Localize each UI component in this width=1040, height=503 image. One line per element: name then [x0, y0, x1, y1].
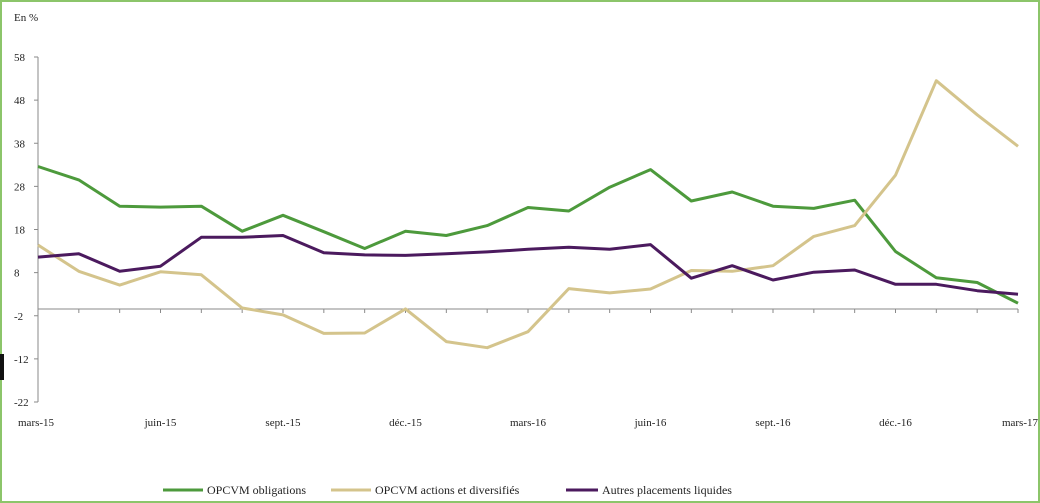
- x-tick-label: mars-16: [510, 417, 547, 429]
- x-tick-label: juin-16: [634, 417, 667, 429]
- x-tick-label: sept.-16: [755, 417, 791, 429]
- left-edge-mark: [0, 354, 4, 380]
- legend-label-1: OPCVM obligations: [207, 483, 306, 497]
- legend-label-3: Autres placements liquides: [602, 483, 732, 497]
- x-tick-label: déc.-15: [389, 417, 422, 429]
- y-tick-label: 18: [14, 225, 26, 237]
- y-tick-label: -2: [14, 311, 23, 323]
- x-tick-label: déc.-16: [879, 417, 912, 429]
- legend: OPCVM obligations OPCVM actions et divers…: [163, 483, 732, 497]
- series-line-3: [37, 234, 1019, 296]
- y-tick-label: 58: [14, 52, 26, 64]
- x-tick-label: mars-15: [18, 417, 55, 429]
- y-axis: 58 48 38 28 18 8 -2 -12 -22: [14, 52, 39, 409]
- y-tick-label: -22: [14, 397, 29, 409]
- y-tick-label: -12: [14, 354, 29, 366]
- y-tick-label: 38: [14, 138, 26, 150]
- y-tick-label: 48: [14, 95, 26, 107]
- y-axis-unit-label: En %: [14, 12, 38, 24]
- x-axis: mars-15 juin-15 sept.-15 déc.-15 mars-16 juin…: [18, 308, 1039, 429]
- series-line-2: [37, 79, 1019, 350]
- x-tick-label: juin-15: [144, 417, 177, 429]
- x-tick-label: sept.-15: [265, 417, 301, 429]
- legend-label-2: OPCVM actions et diversifiés: [375, 483, 520, 497]
- y-tick-label: 8: [14, 268, 20, 280]
- series-lines: [37, 79, 1019, 350]
- series-line-1: [37, 165, 1019, 305]
- y-tick-label: 28: [14, 181, 26, 193]
- x-tick-label: mars-17: [1002, 417, 1039, 429]
